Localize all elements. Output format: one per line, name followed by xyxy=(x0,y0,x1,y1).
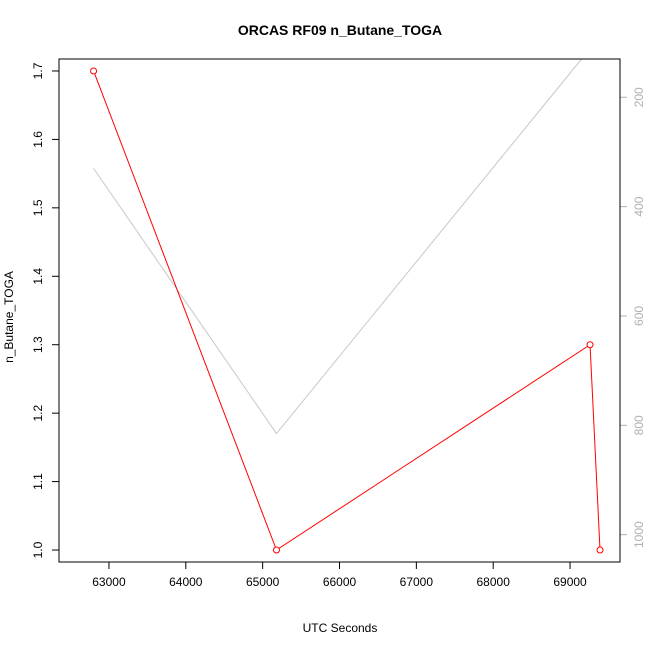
x-tick-label: 64000 xyxy=(169,575,203,589)
x-axis-label: UTC Seconds xyxy=(303,621,378,635)
x-axis: 63000 64000 65000 66000 67000 68000 69000 xyxy=(92,562,587,589)
x-tick-label: 63000 xyxy=(92,575,126,589)
y-tick-label: 1.7 xyxy=(31,62,45,79)
y-tick-label: 1.1 xyxy=(31,473,45,490)
y-tick-label: 1.0 xyxy=(31,541,45,558)
y-axis-right: 200 400 600 800 1000 xyxy=(620,87,646,548)
chart-title: ORCAS RF09 n_Butane_TOGA xyxy=(238,22,442,38)
y-axis-left: 1.0 1.1 1.2 1.3 1.4 1.5 1.6 1.7 xyxy=(31,62,59,558)
x-tick-label: 67000 xyxy=(400,575,434,589)
y-tick-label: 1.4 xyxy=(31,268,45,285)
y-tick-label: 1.5 xyxy=(31,199,45,216)
x-tick-label: 69000 xyxy=(553,575,587,589)
y2-tick-label: 800 xyxy=(632,415,646,435)
y-axis-label: n_Butane_TOGA xyxy=(2,271,16,363)
series-line-right-axis xyxy=(93,58,582,435)
series-layer xyxy=(90,58,604,554)
x-tick-label: 66000 xyxy=(323,575,357,589)
data-point xyxy=(596,546,604,554)
y2-tick-label: 600 xyxy=(632,306,646,326)
data-point xyxy=(90,67,98,75)
y2-tick-label: 400 xyxy=(632,196,646,216)
y-tick-label: 1.6 xyxy=(31,131,45,148)
x-tick-label: 65000 xyxy=(246,575,280,589)
y-tick-label: 1.2 xyxy=(31,404,45,421)
y2-tick-label: 1000 xyxy=(632,521,646,548)
y-tick-label: 1.3 xyxy=(31,336,45,353)
data-point xyxy=(272,546,280,554)
plot-frame xyxy=(58,58,621,563)
series-line xyxy=(93,70,601,551)
data-point xyxy=(586,341,594,349)
x-tick-label: 68000 xyxy=(477,575,511,589)
y2-tick-label: 200 xyxy=(632,87,646,107)
